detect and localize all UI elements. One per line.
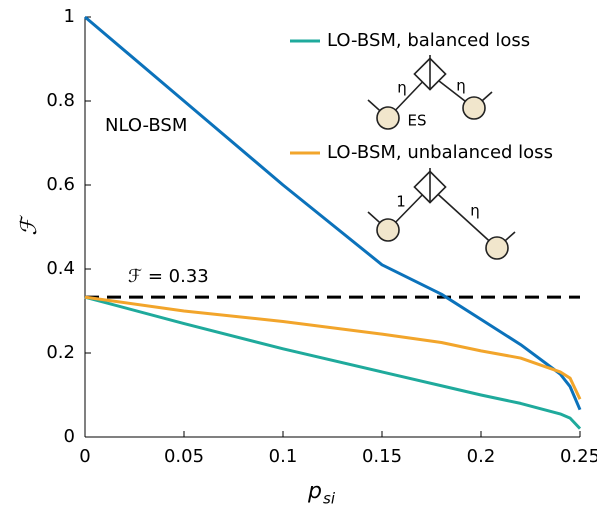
x-tick-label: 0.05 [164, 446, 204, 467]
inset-label: ES [408, 112, 427, 130]
balanced-diagram [367, 55, 493, 130]
x-tick-label: 0.1 [269, 446, 298, 467]
x-tick-label: 0.25 [560, 446, 597, 467]
inset-label: η [470, 202, 480, 220]
legend-label: LO-BSM, balanced loss [327, 30, 530, 51]
y-tick-label: 0.6 [46, 174, 75, 195]
series-label: NLO-BSM [105, 115, 187, 136]
inset-label: η [397, 79, 407, 97]
reference-label: ℱ = 0.33 [128, 266, 209, 287]
y-tick-label: 0.8 [46, 90, 75, 111]
data-line [84, 295, 582, 400]
y-tick-label: 0.2 [46, 342, 75, 363]
x-axis-label-subscript: si [323, 490, 336, 507]
y-tick-label: 0.4 [46, 258, 75, 279]
inset-label: η [456, 77, 466, 95]
x-tick-label: 0.15 [362, 446, 402, 467]
data-line [84, 15, 582, 411]
unbalanced-diagram [367, 168, 516, 260]
legend-label: LO-BSM, unbalanced loss [327, 142, 553, 163]
y-axis-label: ℱ [17, 215, 42, 236]
data-line [84, 295, 582, 430]
x-axis-label: p [307, 479, 322, 504]
x-tick-label: 0.2 [467, 446, 496, 467]
y-tick-label: 1 [64, 6, 75, 27]
y-tick-label: 0 [64, 426, 75, 447]
inset-label: 1 [396, 193, 406, 211]
x-tick-label: 0 [79, 446, 90, 467]
